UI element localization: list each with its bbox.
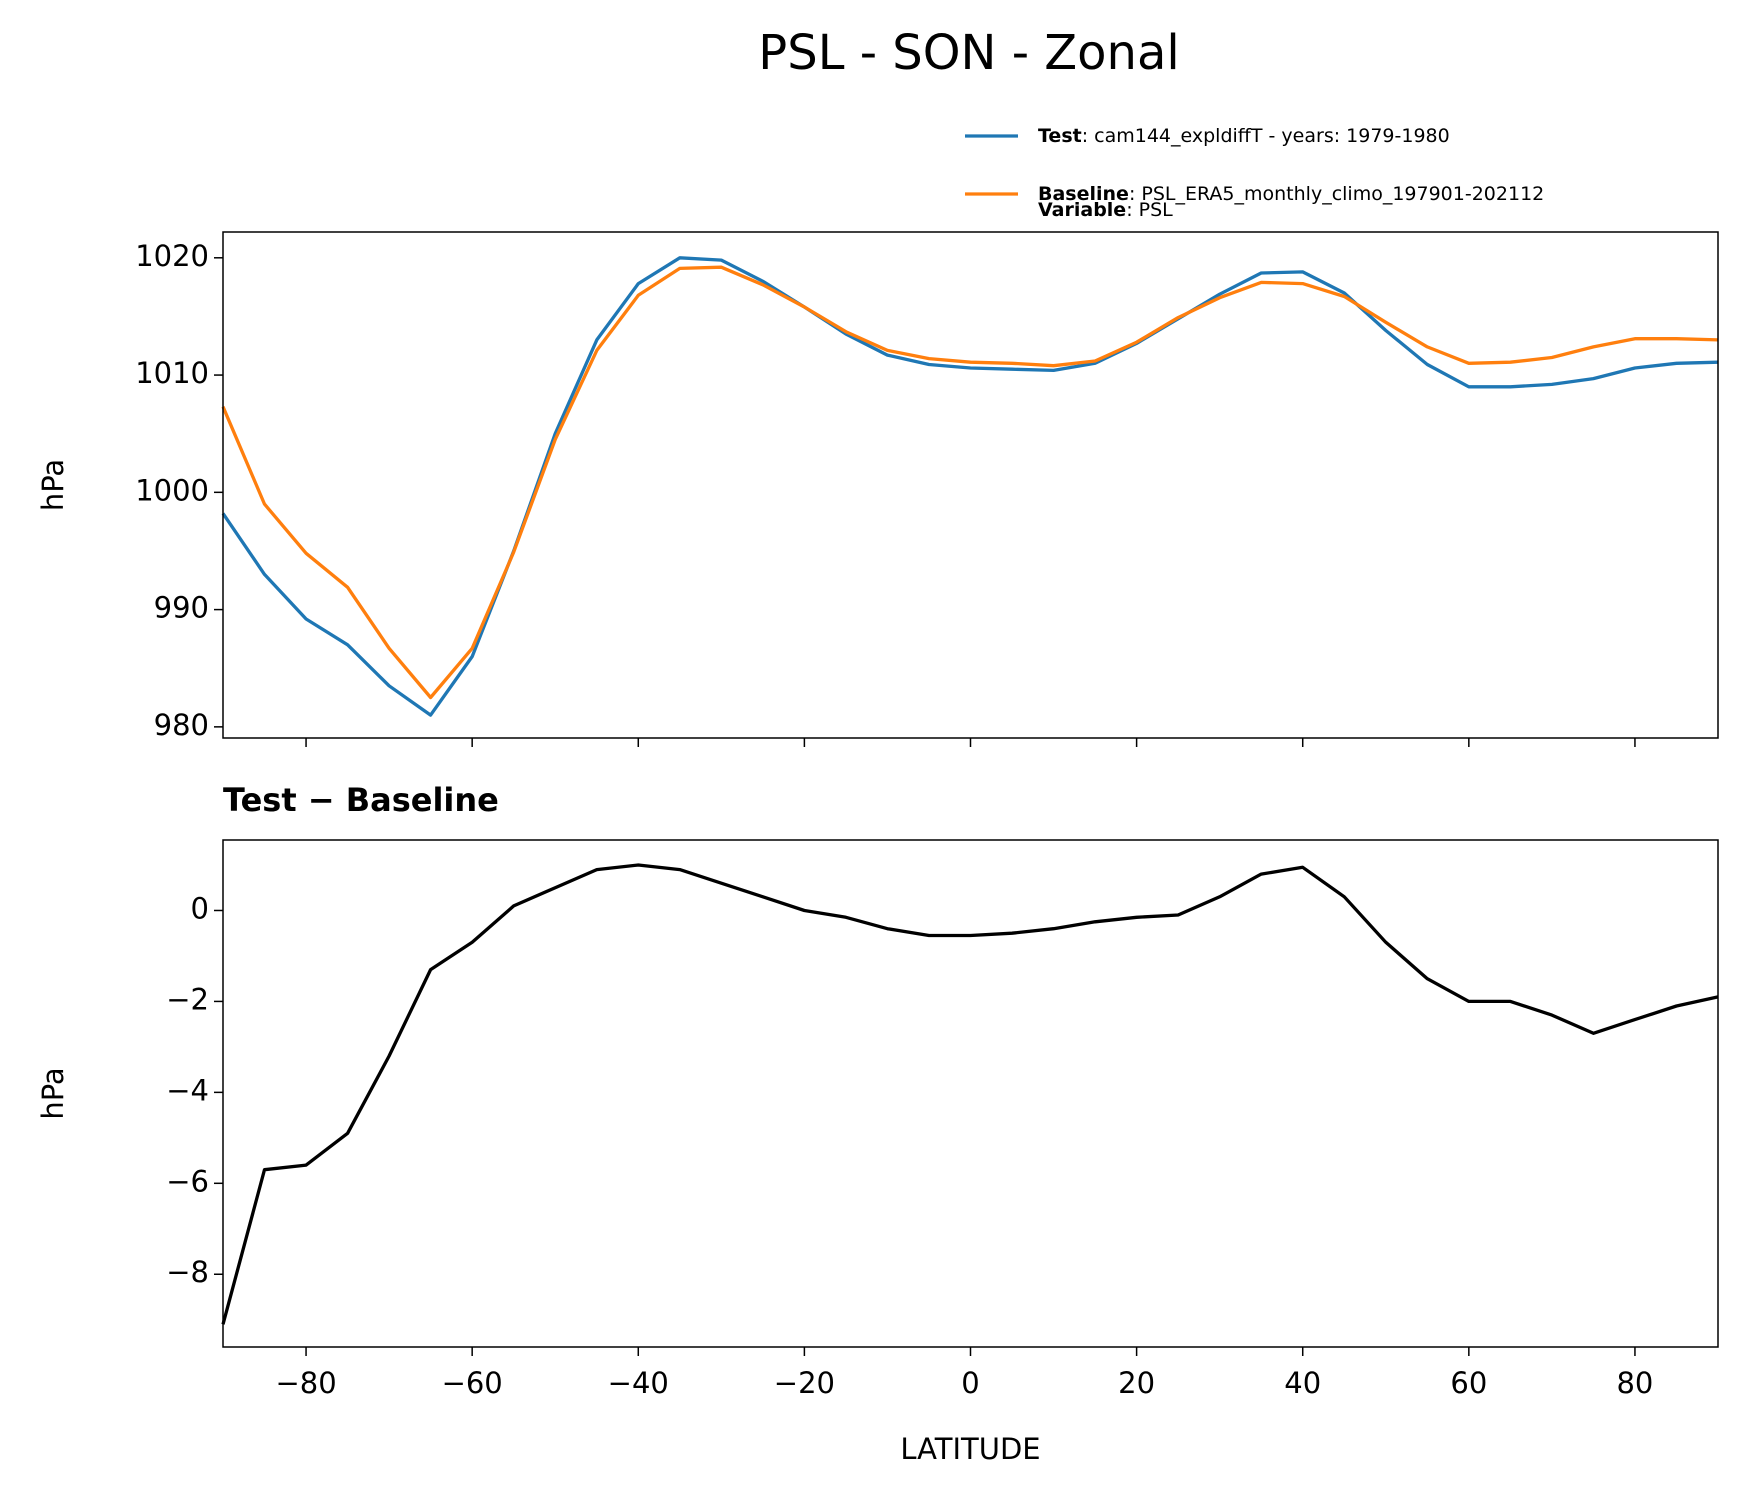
y-tick-label: −2	[166, 982, 209, 1016]
x-tick-label: −40	[608, 1366, 669, 1400]
y-tick-label: −4	[166, 1073, 209, 1107]
legend-name: Variable	[1038, 199, 1126, 221]
x-tick-label: −60	[442, 1366, 503, 1400]
legend-label: Test: cam144_expldiffT - years: 1979-198…	[1038, 125, 1450, 147]
legend-label: Baseline: PSL_ERA5_monthly_climo_197901-…	[1038, 183, 1544, 205]
legend-name: Test	[1038, 125, 1082, 147]
x-tick-label: −20	[774, 1366, 835, 1400]
figure-title: PSL - SON - Zonal	[758, 25, 1179, 81]
legend-name: Baseline	[1038, 183, 1129, 205]
axes-frame	[222, 231, 1719, 739]
data-line	[221, 863, 1719, 1325]
y-tick-label: 1000	[135, 473, 209, 507]
x-tick-label: 0	[961, 1366, 979, 1400]
y-tick-label: 980	[154, 708, 209, 742]
x-tick-label: −80	[275, 1366, 336, 1400]
y-tick-label: −8	[166, 1255, 209, 1289]
y-tick-label: −6	[166, 1164, 209, 1198]
data-line	[221, 265, 1719, 700]
y-tick-label: 0	[191, 891, 209, 925]
x-axis-label: LATITUDE	[900, 1432, 1040, 1466]
x-tick-label: 20	[1118, 1366, 1155, 1400]
data-line	[221, 256, 1719, 717]
y-tick-label: 1010	[135, 356, 209, 390]
y-tick-label: 990	[154, 591, 209, 625]
y-tick-label: 1020	[135, 239, 209, 273]
axes-frame	[222, 839, 1719, 1348]
axes-title: Test − Baseline	[223, 781, 499, 819]
legend-description: : cam144_expldiffT - years: 1979-1980	[1082, 125, 1450, 147]
y-axis-label: hPa	[36, 1067, 70, 1119]
x-tick-label: 40	[1284, 1366, 1321, 1400]
legend-description: : PSL_ERA5_monthly_climo_197901-202112	[1129, 183, 1544, 205]
x-tick-label: 60	[1450, 1366, 1487, 1400]
y-axis-label: hPa	[36, 459, 70, 511]
x-tick-label: 80	[1616, 1366, 1653, 1400]
legend-description: : PSL	[1126, 199, 1173, 221]
legend-label: Variable: PSL	[1038, 199, 1173, 221]
